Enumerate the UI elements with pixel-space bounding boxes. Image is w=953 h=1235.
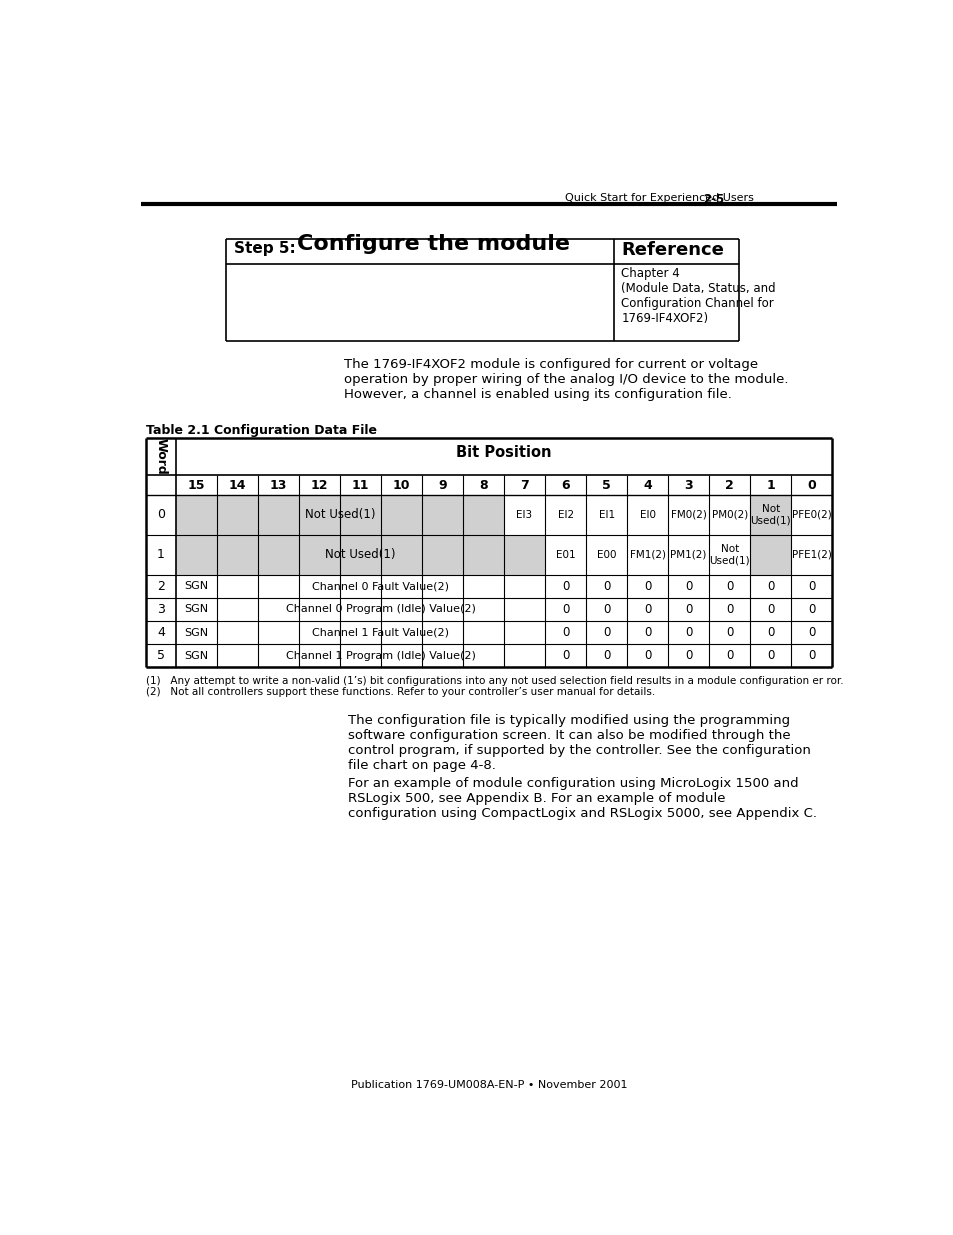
Text: 0: 0 (602, 579, 610, 593)
Text: 0: 0 (725, 603, 733, 616)
Text: Not Used(1): Not Used(1) (304, 509, 375, 521)
Text: SGN: SGN (184, 627, 208, 637)
Text: 0: 0 (807, 579, 815, 593)
Text: 0: 0 (807, 626, 815, 638)
Bar (175, 495, 503, 535)
Text: EI1: EI1 (598, 510, 614, 520)
Text: 0: 0 (766, 650, 774, 662)
Text: 2: 2 (157, 579, 165, 593)
Text: SGN: SGN (184, 651, 208, 661)
Text: 0: 0 (725, 579, 733, 593)
Text: PM1(2): PM1(2) (670, 550, 706, 559)
Text: 3: 3 (157, 603, 165, 616)
Text: Channel 0 Program (Idle) Value(2): Channel 0 Program (Idle) Value(2) (286, 604, 476, 615)
Text: (1)   Any attempt to write a non-valid (1’s) bit configurations into any not use: (1) Any attempt to write a non-valid (1’… (146, 677, 843, 687)
Text: Not
Used(1): Not Used(1) (709, 543, 749, 566)
Text: 4: 4 (642, 478, 651, 492)
Text: Publication 1769-UM008A-EN-P • November 2001: Publication 1769-UM008A-EN-P • November … (351, 1079, 626, 1091)
Text: SGN: SGN (184, 582, 208, 592)
Text: EI3: EI3 (516, 510, 532, 520)
Text: PFE0(2): PFE0(2) (791, 510, 831, 520)
Text: 0: 0 (725, 626, 733, 638)
Text: 0: 0 (807, 603, 815, 616)
Text: 9: 9 (437, 478, 446, 492)
Text: 1: 1 (765, 478, 774, 492)
Text: Reference: Reference (620, 241, 723, 258)
Text: E00: E00 (597, 550, 616, 559)
Bar (749, 535, 790, 574)
Text: 12: 12 (311, 478, 328, 492)
Text: For an example of module configuration using MicroLogix 1500 and
RSLogix 500, se: For an example of module configuration u… (348, 777, 816, 820)
Text: 15: 15 (188, 478, 205, 492)
Text: Step 5:: Step 5: (233, 241, 295, 256)
Text: Chapter 4
(Module Data, Status, and
Configuration Channel for
1769-IF4XOF2): Chapter 4 (Module Data, Status, and Conf… (620, 267, 775, 325)
Text: SGN: SGN (184, 604, 208, 615)
Text: 10: 10 (393, 478, 410, 492)
Text: 0: 0 (643, 603, 651, 616)
Text: 0: 0 (766, 579, 774, 593)
Text: 11: 11 (352, 478, 369, 492)
Text: 0: 0 (684, 650, 692, 662)
Text: Bit Position: Bit Position (456, 446, 551, 461)
Text: 0: 0 (684, 579, 692, 593)
Text: 0: 0 (766, 603, 774, 616)
Text: 13: 13 (270, 478, 287, 492)
Text: Channel 1 Program (Idle) Value(2): Channel 1 Program (Idle) Value(2) (286, 651, 476, 661)
Text: 0: 0 (643, 626, 651, 638)
Text: 8: 8 (478, 478, 487, 492)
Text: 0: 0 (684, 603, 692, 616)
Text: Quick Start for Experienced Users: Quick Start for Experienced Users (564, 193, 753, 203)
Text: Word: Word (154, 438, 168, 474)
Text: EI0: EI0 (639, 510, 655, 520)
Text: 0: 0 (807, 650, 815, 662)
Text: FM0(2): FM0(2) (670, 510, 706, 520)
Text: 0: 0 (766, 626, 774, 638)
Text: Not
Used(1): Not Used(1) (750, 504, 790, 526)
Text: (2)   Not all controllers support these functions. Refer to your controller’s us: (2) Not all controllers support these fu… (146, 687, 655, 698)
Text: 0: 0 (725, 650, 733, 662)
Text: Configure the module: Configure the module (297, 235, 570, 254)
Text: EI2: EI2 (557, 510, 573, 520)
Text: 1: 1 (157, 548, 165, 561)
Bar (749, 495, 790, 535)
Text: 0: 0 (561, 603, 569, 616)
Text: 0: 0 (561, 626, 569, 638)
Text: 0: 0 (157, 509, 165, 521)
Text: FM1(2): FM1(2) (629, 550, 665, 559)
Text: The configuration file is typically modified using the programming
software conf: The configuration file is typically modi… (348, 714, 810, 772)
Text: 3: 3 (683, 478, 692, 492)
Bar (175, 535, 544, 574)
Text: 0: 0 (643, 579, 651, 593)
Text: Channel 1 Fault Value(2): Channel 1 Fault Value(2) (313, 627, 449, 637)
Text: 0: 0 (602, 650, 610, 662)
Text: Table 2.1 Configuration Data File: Table 2.1 Configuration Data File (146, 424, 377, 437)
Text: The 1769-IF4XOF2 module is configured for current or voltage
operation by proper: The 1769-IF4XOF2 module is configured fo… (344, 358, 788, 400)
Text: 0: 0 (602, 626, 610, 638)
Text: 0: 0 (561, 579, 569, 593)
Text: 0: 0 (806, 478, 815, 492)
Text: 0: 0 (643, 650, 651, 662)
Text: 7: 7 (519, 478, 528, 492)
Text: 0: 0 (684, 626, 692, 638)
Text: PFE1(2): PFE1(2) (791, 550, 831, 559)
Text: 14: 14 (229, 478, 246, 492)
Text: PM0(2): PM0(2) (711, 510, 747, 520)
Text: E01: E01 (556, 550, 575, 559)
Text: 6: 6 (560, 478, 569, 492)
Text: Not Used(1): Not Used(1) (325, 548, 395, 561)
Text: 4: 4 (157, 626, 165, 638)
Text: 0: 0 (561, 650, 569, 662)
Text: Channel 0 Fault Value(2): Channel 0 Fault Value(2) (313, 582, 449, 592)
Text: 5: 5 (601, 478, 610, 492)
Text: 2: 2 (724, 478, 733, 492)
Text: 2-5: 2-5 (703, 193, 724, 206)
Text: 5: 5 (157, 650, 165, 662)
Text: 0: 0 (602, 603, 610, 616)
